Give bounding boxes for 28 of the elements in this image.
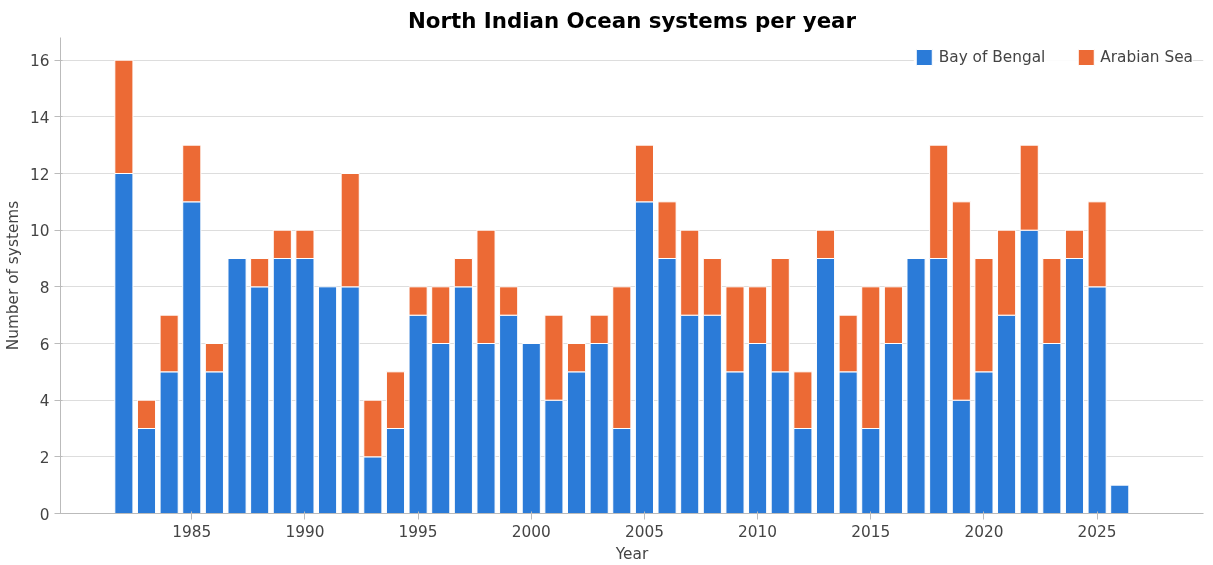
y-tick-label: 0	[39, 505, 50, 524]
y-tick-label: 6	[39, 335, 50, 354]
y-axis-title: Number of systems	[4, 200, 22, 351]
x-tick-label: 2015	[851, 522, 891, 541]
y-tick-label: 8	[39, 278, 50, 297]
x-tick-label: 1990	[285, 522, 325, 541]
x-tick-label: 1995	[398, 522, 438, 541]
y-tick-label: 14	[30, 108, 50, 127]
bar	[1110, 484, 1130, 514]
x-tick-label: 2025	[1077, 522, 1117, 541]
y-tick-label: 10	[30, 222, 50, 241]
x-axis-title: Year	[614, 544, 649, 563]
bar	[318, 286, 338, 514]
bar	[521, 343, 541, 514]
legend-label: Bay of Bengal	[938, 48, 1046, 66]
y-tick-label: 2	[39, 448, 50, 467]
y-tick-label: 12	[30, 165, 50, 184]
bar	[906, 258, 926, 514]
chart-title: North Indian Ocean systems per year	[407, 7, 857, 33]
y-tick-label: 16	[30, 52, 50, 71]
y-tick-label: 4	[39, 392, 50, 411]
legend-label: Arabian Sea	[1100, 48, 1193, 66]
x-tick-label: 2000	[511, 522, 551, 541]
x-tick-label: 2010	[738, 522, 778, 541]
x-tick-label: 2020	[964, 522, 1004, 541]
x-tick-label: 1985	[172, 522, 212, 541]
bar	[227, 258, 247, 514]
x-tick-label: 2005	[624, 522, 664, 541]
